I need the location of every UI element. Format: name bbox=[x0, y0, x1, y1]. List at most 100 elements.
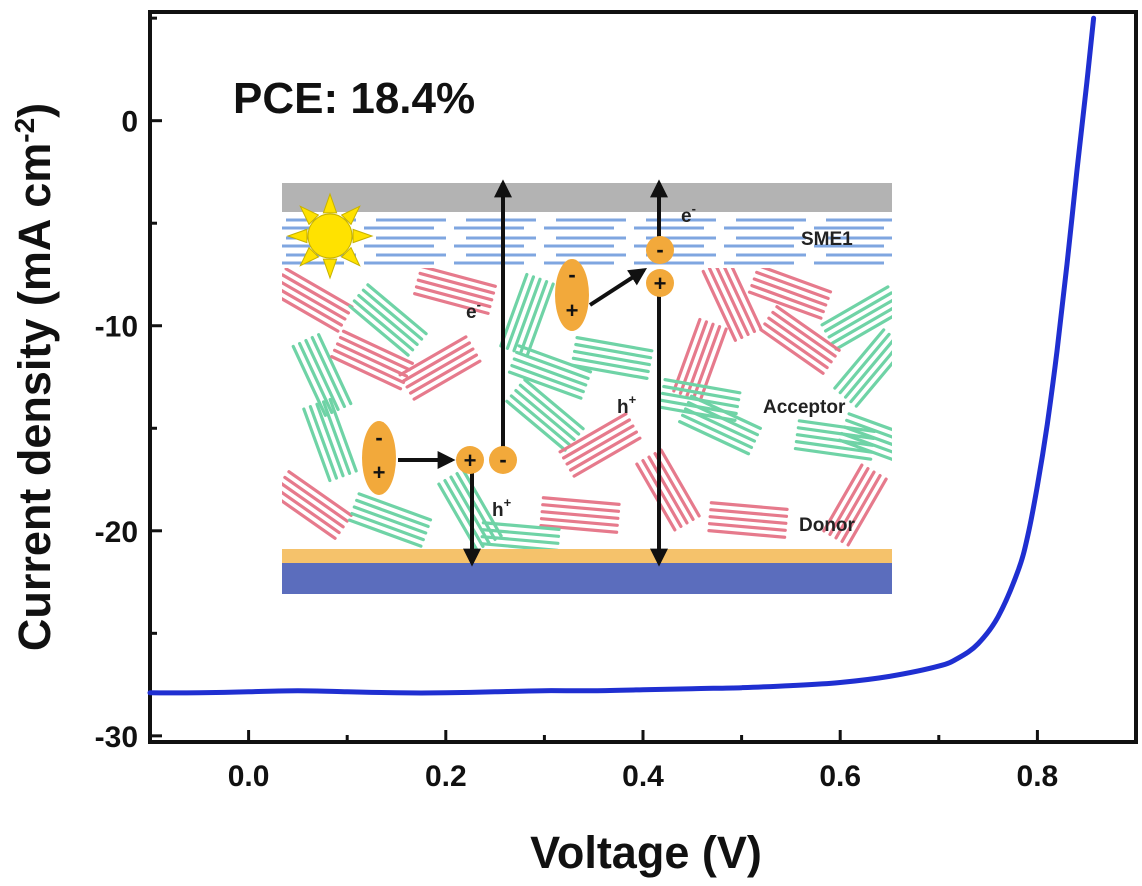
donor-chain bbox=[333, 348, 406, 385]
acceptor-chain bbox=[512, 277, 542, 353]
electron-top-sign: - bbox=[656, 237, 663, 262]
donor-chain bbox=[750, 283, 825, 314]
donor-chain bbox=[398, 335, 468, 377]
donor-chain bbox=[709, 501, 789, 511]
exciton-bottom-minus: - bbox=[375, 425, 382, 450]
acceptor-chain bbox=[663, 378, 742, 395]
acceptor-chain bbox=[571, 356, 650, 374]
acceptor-bundle bbox=[347, 492, 433, 548]
x-tick-label: 0.4 bbox=[622, 760, 664, 793]
donor-chain bbox=[282, 273, 351, 315]
hole-top bbox=[646, 269, 674, 297]
acceptor-bundle bbox=[302, 397, 358, 483]
donor-chain bbox=[565, 424, 635, 466]
sun-ray bbox=[322, 192, 338, 214]
acceptor-bundle bbox=[820, 285, 892, 351]
acceptor-chain bbox=[837, 438, 892, 468]
acceptor-bundle bbox=[837, 412, 892, 468]
donor-chain bbox=[416, 278, 494, 302]
acceptor-chain bbox=[347, 518, 423, 548]
donor-chain bbox=[572, 436, 642, 478]
y-axis-title: Current density (mA cm-2) bbox=[9, 103, 60, 651]
donor-chain bbox=[284, 268, 354, 309]
donor-chain bbox=[335, 342, 409, 378]
dissociation-arrow-top bbox=[588, 268, 648, 307]
donor-bundle bbox=[701, 268, 763, 342]
donor-chain bbox=[757, 268, 833, 294]
acceptor-bundle bbox=[658, 378, 742, 422]
label-acceptor: Acceptor bbox=[763, 397, 846, 418]
acceptor-chain bbox=[481, 521, 561, 531]
donor-bundle bbox=[635, 448, 701, 532]
sun-ray bbox=[299, 246, 320, 267]
donor-chain bbox=[678, 320, 709, 395]
donor-chain bbox=[412, 359, 482, 401]
donor-chain bbox=[287, 470, 353, 517]
label-donor: Donor bbox=[799, 515, 856, 536]
donor-chain bbox=[727, 268, 763, 331]
donor-bundle bbox=[759, 305, 841, 375]
acceptor-chain bbox=[570, 363, 649, 380]
sun-disc bbox=[307, 213, 353, 259]
acceptor-chain bbox=[304, 338, 340, 412]
donor-chain bbox=[709, 508, 789, 518]
y-tick-label: -30 bbox=[95, 721, 138, 754]
acceptor-bundle bbox=[793, 419, 877, 461]
acceptor-chain bbox=[355, 498, 430, 529]
acceptor-chain bbox=[515, 350, 590, 381]
donor-chain bbox=[282, 487, 341, 535]
acceptor-bundle bbox=[833, 328, 892, 408]
acceptor-chain bbox=[509, 394, 572, 447]
acceptor-chain bbox=[838, 332, 891, 395]
x-tick-label: 0.0 bbox=[228, 760, 270, 793]
acceptor-chain bbox=[321, 400, 352, 475]
label-hole-right: h+ bbox=[617, 392, 637, 418]
x-tick-label: 0.6 bbox=[819, 760, 861, 793]
y-tick-label: -10 bbox=[95, 311, 138, 344]
acceptor-chain bbox=[317, 333, 353, 406]
acceptor-chain bbox=[297, 341, 334, 414]
electron-top bbox=[646, 236, 674, 264]
acceptor-chain bbox=[842, 425, 892, 455]
jv-series-line bbox=[147, 15, 1097, 696]
donor-chain bbox=[659, 448, 701, 518]
acceptor-chain bbox=[499, 272, 529, 348]
electron-bottom bbox=[489, 446, 517, 474]
donor-bundle bbox=[558, 412, 642, 478]
donor-chain bbox=[701, 269, 737, 342]
acceptor-chain bbox=[505, 399, 567, 452]
donor-chain bbox=[775, 305, 841, 352]
donor-chain bbox=[707, 529, 787, 539]
donor-chain bbox=[413, 292, 490, 315]
donor-chain bbox=[747, 290, 823, 320]
acceptor-chain bbox=[854, 346, 892, 408]
donor-chain bbox=[418, 271, 496, 295]
acceptor-chain bbox=[830, 303, 892, 345]
sun-ray bbox=[352, 228, 374, 244]
donor-chain bbox=[834, 470, 876, 540]
acceptor-chain bbox=[350, 511, 425, 542]
acceptor-chain bbox=[308, 405, 339, 480]
donor-chain bbox=[338, 335, 411, 372]
x-tick-label: 0.2 bbox=[425, 760, 467, 793]
x-axis-title: Voltage (V) bbox=[530, 827, 762, 878]
donor-bundle bbox=[822, 463, 888, 547]
acceptor-chain bbox=[352, 299, 415, 352]
electron-bottom-sign: - bbox=[499, 447, 506, 472]
donor-bundle bbox=[539, 496, 621, 534]
donor-chain bbox=[720, 268, 757, 334]
donor-chain bbox=[822, 463, 864, 533]
donor-bundle bbox=[282, 268, 354, 333]
acceptor-chain bbox=[681, 413, 754, 450]
acceptor-chain bbox=[480, 535, 560, 545]
acceptor-chain bbox=[833, 328, 886, 390]
x-tick-label: 0.8 bbox=[1017, 760, 1059, 793]
donor-chain bbox=[759, 328, 825, 375]
acceptor-chain bbox=[361, 288, 424, 341]
exciton-bottom bbox=[362, 421, 396, 495]
donor-chain bbox=[698, 327, 728, 403]
donor-chain bbox=[282, 291, 340, 333]
donor-chain bbox=[635, 462, 677, 532]
acceptor-chain bbox=[660, 391, 740, 409]
